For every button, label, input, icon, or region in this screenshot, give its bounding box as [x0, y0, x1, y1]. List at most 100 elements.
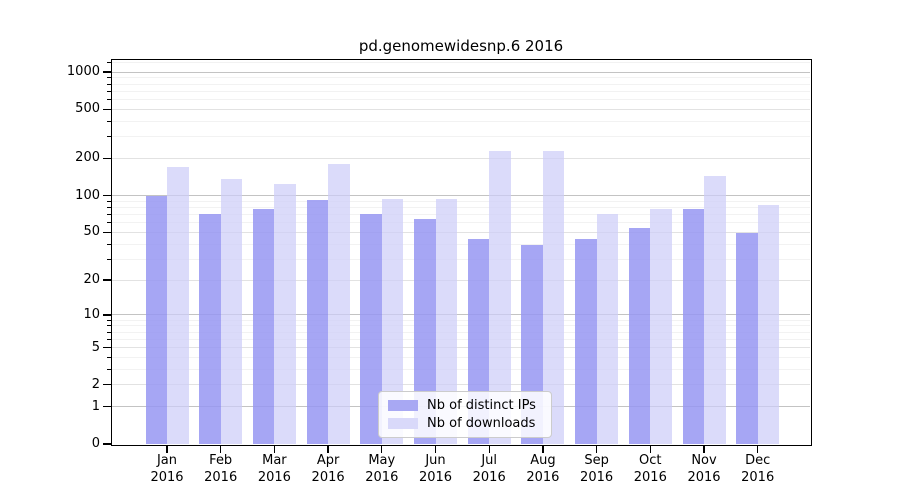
y-minor-tick [107, 325, 111, 327]
y-minor-tick [107, 77, 111, 79]
bar-distinct-ips-nov [682, 209, 704, 444]
y-minor-tick [107, 258, 111, 260]
bar-downloads-apr [328, 164, 350, 444]
x-tick-label: Nov 2016 [687, 453, 721, 485]
x-tick [542, 445, 544, 453]
gridline-minor [112, 258, 810, 260]
gridline-minor [112, 331, 810, 333]
y-minor-tick [107, 356, 111, 358]
bar-distinct-ips-sep [575, 239, 597, 444]
bar-downloads-may [381, 199, 404, 444]
x-tick-label: Jun 2016 [418, 453, 453, 485]
y-tick [103, 443, 111, 445]
legend-item-distinct-ips: Nb of distinct IPs [388, 398, 542, 413]
y-tick-label: 100 [75, 187, 100, 203]
bar-downloads-nov [704, 175, 726, 444]
gridline-minor [112, 243, 810, 245]
y-minor-tick [107, 331, 111, 333]
y-tick-label: 2 [91, 376, 100, 392]
x-tick [166, 445, 168, 453]
gridline-decade [112, 71, 810, 73]
gridline-minor [112, 120, 810, 122]
bar-downloads-mar [274, 184, 296, 444]
gridline-minor [112, 222, 810, 224]
x-tick-label: Sep 2016 [580, 453, 614, 485]
y-tick [103, 231, 111, 233]
bar-distinct-ips-feb [199, 214, 221, 444]
x-tick [757, 445, 759, 453]
bar-downloads-jan [167, 167, 189, 444]
gridline-decade [112, 314, 810, 316]
gridline-minor [112, 338, 810, 340]
gridline-minor [112, 90, 810, 92]
bar-distinct-ips-may [360, 214, 382, 444]
y-tick [103, 384, 111, 386]
gridline-decade [112, 195, 810, 196]
gridline-minor [112, 200, 810, 202]
bar-distinct-ips-jun [414, 219, 436, 444]
x-tick [381, 445, 383, 453]
y-tick [103, 194, 111, 197]
y-minor-tick [107, 213, 111, 215]
x-tick-label: Feb 2016 [204, 453, 238, 485]
bar-downloads-jun [435, 199, 457, 444]
y-tick-label: 5 [91, 339, 100, 355]
bar-downloads-oct [650, 208, 672, 444]
gridline-minor [112, 136, 810, 138]
y-minor-tick [107, 368, 111, 370]
gridline-major [112, 279, 810, 281]
legend-label-downloads: Nb of downloads [427, 415, 536, 431]
y-minor-tick [107, 200, 111, 202]
gridline-minor [112, 325, 810, 327]
gridline-major [112, 384, 810, 386]
gridline-minor [112, 98, 810, 100]
x-tick-label: May 2016 [365, 453, 399, 485]
x-tick [220, 445, 222, 453]
gridline-minor [112, 213, 810, 215]
bar-distinct-ips-mar [252, 208, 275, 444]
bar-downloads-dec [757, 205, 780, 444]
gridline-major [112, 108, 810, 110]
y-tick-label: 500 [75, 101, 100, 117]
x-tick-label: Aug 2016 [526, 453, 560, 485]
y-tick [103, 71, 111, 73]
y-minor-tick [107, 222, 111, 224]
y-minor-tick [107, 338, 111, 340]
y-minor-tick [107, 206, 111, 208]
bar-downloads-aug [542, 151, 565, 444]
gridline-major [112, 347, 810, 349]
x-tick [649, 445, 651, 453]
y-tick [103, 406, 111, 408]
x-tick [488, 445, 490, 453]
y-tick-label: 200 [75, 150, 100, 166]
bar-downloads-sep [596, 214, 619, 444]
legend-label-distinct-ips: Nb of distinct IPs [427, 398, 536, 414]
y-tick-label: 50 [83, 224, 100, 240]
gridline-minor [112, 319, 810, 321]
y-minor-tick [107, 83, 111, 85]
legend-swatch-downloads [388, 417, 418, 429]
x-tick [434, 445, 437, 453]
gridline-major [112, 157, 810, 159]
y-minor-tick [107, 319, 111, 321]
gridline-major [112, 231, 810, 233]
y-tick-label: 10 [83, 306, 100, 322]
gridline-minor [112, 368, 810, 370]
y-minor-tick [107, 61, 111, 63]
y-minor-tick [107, 120, 111, 122]
bar-downloads-feb [220, 179, 243, 444]
y-tick-label: 0 [91, 436, 100, 451]
y-minor-tick [107, 243, 111, 245]
y-minor-tick [107, 98, 111, 100]
y-minor-tick [107, 136, 111, 138]
bar-distinct-ips-apr [306, 199, 329, 444]
y-tick-label: 20 [83, 272, 100, 288]
x-tick [703, 445, 705, 453]
x-tick-label: Jul 2016 [472, 453, 506, 485]
legend-swatch-distinct-ips [388, 400, 418, 412]
gridline-minor [112, 61, 810, 63]
legend: Nb of distinct IPs Nb of downloads [378, 391, 552, 438]
plot-area: Nb of distinct IPs Nb of downloads [103, 58, 812, 453]
bar-distinct-ips-dec [736, 233, 758, 444]
